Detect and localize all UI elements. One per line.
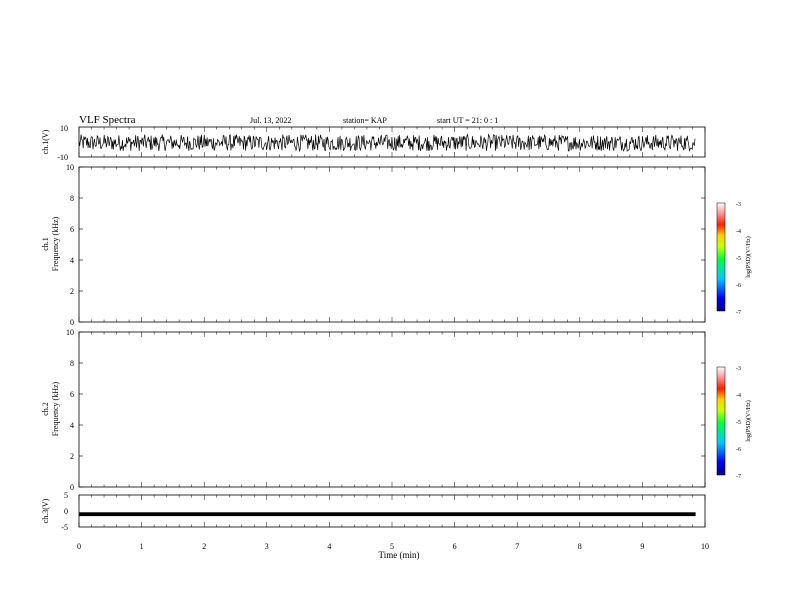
header-date: Jul. 13, 2022 <box>250 116 291 125</box>
xtick-label: 7 <box>515 542 519 551</box>
header-station: station= KAP <box>343 116 387 125</box>
ch1-ytick-label: 2 <box>70 287 74 296</box>
ch2-colorbar-tick-label: -7 <box>736 474 741 480</box>
ch1-colorbar-tick-label: -5 <box>736 256 741 262</box>
xtick-label: 4 <box>327 542 331 551</box>
xtick-label: 8 <box>578 542 582 551</box>
ch1-colorbar-tick-label: -4 <box>736 229 741 235</box>
ch2-ytick-label: 4 <box>70 421 74 430</box>
ch2-ytick-label: 6 <box>70 390 74 399</box>
ch2-colorbar-tick-label: -3 <box>736 366 741 372</box>
figure-title: VLF Spectra <box>79 114 136 126</box>
ch1-ytick-top: 10 <box>60 124 68 133</box>
ch2-ytick-label: 8 <box>70 359 74 368</box>
ch1-waveform-panel: 10 -10 ch.1(V) <box>41 124 706 162</box>
ch1-ytick-label: 6 <box>70 225 74 234</box>
ch3-waveform-panel: 5 0 -5 ch.3(V) 0 1 2 3 4 5 6 7 8 9 10 Time (min) <box>41 491 709 560</box>
ch2-colorbar-tick-label: -4 <box>736 393 741 399</box>
ch2-ytick-label: 2 <box>70 452 74 461</box>
xtick-label: 6 <box>453 542 457 551</box>
ch3-ylabel: ch.3(V) <box>41 498 50 523</box>
ch1-ytick-label: 10 <box>66 163 74 172</box>
ch3-ytick-label: -5 <box>61 523 68 532</box>
ch1-colorbar-label: log(PSD)(V²/Hz) <box>745 236 752 277</box>
ch3-ytick-label: 5 <box>64 491 68 500</box>
panel-tick-marks <box>78 127 706 527</box>
ch1-ytick-bottom: -10 <box>57 153 68 162</box>
ch1-colorbar-tick-label: -3 <box>736 202 741 208</box>
xtick-label: 1 <box>140 542 144 551</box>
ch2-colorbar-tick-label: -6 <box>736 447 741 453</box>
ch2-colorbar-label: log(PSD)(V²/Hz) <box>745 400 752 441</box>
ch2-spectrogram-ylabel: Frequency (kHz) <box>51 381 60 436</box>
ch2-ytick-label: 10 <box>66 328 74 337</box>
xtick-label: 3 <box>265 542 269 551</box>
ch1-ytick-label: 0 <box>70 318 74 327</box>
ch1-spectrogram-ylabel: Frequency (kHz) <box>51 216 60 271</box>
ch1-colorbar-tick-label: -6 <box>736 283 741 289</box>
header-start-time: start UT = 21: 0 : 1 <box>437 116 498 125</box>
xtick-label: 5 <box>390 542 394 551</box>
xtick-label: 9 <box>640 542 644 551</box>
ch1-waveform-line <box>78 133 696 153</box>
ch1-colorbar <box>716 202 726 312</box>
xtick-label: 0 <box>77 542 81 551</box>
ch1-ylabel: ch.1(V) <box>41 129 50 154</box>
x-axis-label: Time (min) <box>379 550 420 560</box>
ch2-colorbar-tick-label: -5 <box>736 420 741 426</box>
ch3-ytick-label: 0 <box>64 507 68 516</box>
xtick-label: 10 <box>701 542 709 551</box>
ch2-spectrogram-frame <box>78 331 706 488</box>
ch3-waveform-band <box>79 512 696 517</box>
xtick-label: 2 <box>202 542 206 551</box>
ch1-ytick-label: 4 <box>70 256 74 265</box>
ch1-spectrogram-channel-label: ch.1 <box>41 237 50 251</box>
ch2-colorbar <box>716 366 726 476</box>
ch1-ytick-label: 8 <box>70 194 74 203</box>
ch1-spectrogram-frame <box>78 166 706 323</box>
ch1-colorbar-tick-label: -7 <box>736 310 741 316</box>
ch2-ytick-label: 0 <box>70 483 74 492</box>
ch2-spectrogram-channel-label: ch.2 <box>41 402 50 416</box>
